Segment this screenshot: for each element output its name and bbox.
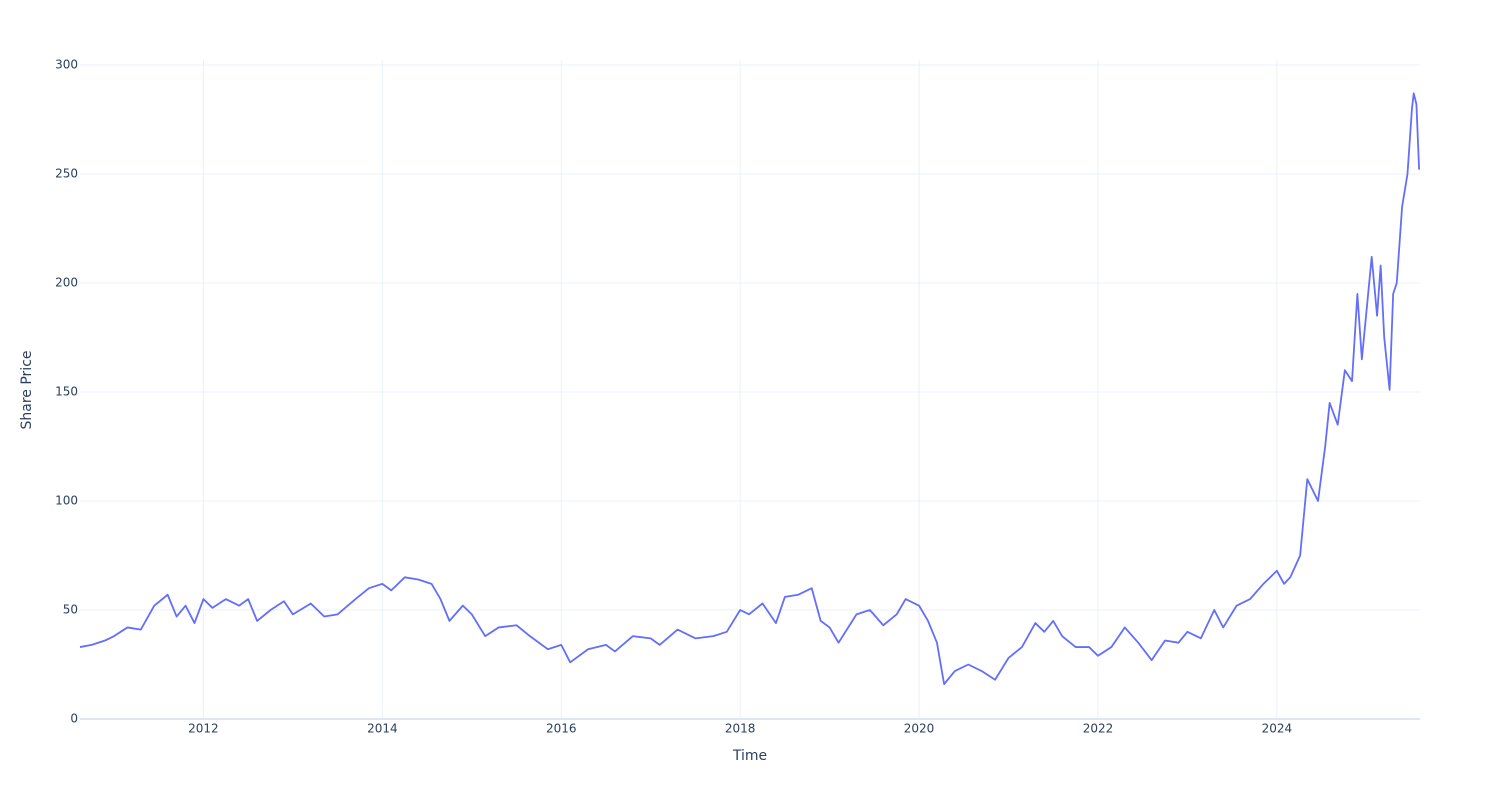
x-tick-label: 2012	[188, 722, 219, 736]
x-tick-label: 2024	[1262, 722, 1293, 736]
x-tick-label: 2018	[725, 722, 756, 736]
y-axis-title: Share Price	[19, 350, 35, 429]
y-tick-label: 0	[70, 712, 78, 726]
y-tick-label: 50	[63, 603, 78, 617]
y-tick-label: 150	[55, 385, 78, 399]
x-tick-label: 2014	[367, 722, 398, 736]
x-tick-label: 2016	[546, 722, 577, 736]
price-line	[79, 92, 1421, 686]
x-tick-label: 2022	[1083, 722, 1114, 736]
y-tick-label: 300	[55, 58, 78, 72]
y-tick-label: 100	[55, 494, 78, 508]
y-tick-label: 200	[55, 276, 78, 290]
x-tick-label: 2020	[904, 722, 935, 736]
x-axis-title: Time	[732, 748, 767, 764]
y-tick-label: 250	[55, 167, 78, 181]
